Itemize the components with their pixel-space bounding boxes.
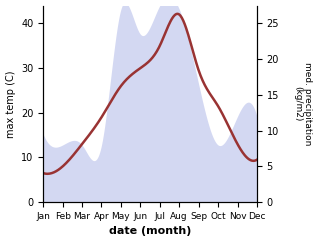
Y-axis label: med. precipitation
(kg/m2): med. precipitation (kg/m2) [293,62,313,145]
X-axis label: date (month): date (month) [109,227,191,236]
Y-axis label: max temp (C): max temp (C) [5,70,16,138]
